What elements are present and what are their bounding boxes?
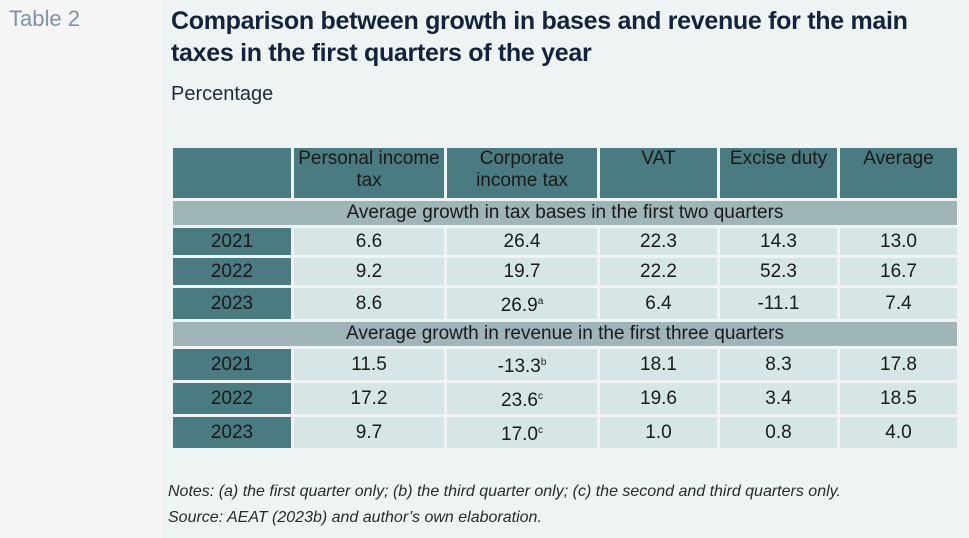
value-text: 0.8: [765, 422, 792, 443]
value-text: -11.1: [757, 293, 800, 314]
table-notes: Notes: (a) the first quarter only; (b) t…: [168, 479, 841, 531]
value-text: 14.3: [760, 231, 797, 252]
value-cell: 6.6: [294, 228, 444, 255]
value-cell: 16.7: [840, 258, 957, 285]
value-cell: 1.0: [600, 417, 717, 448]
value-text: 8.6: [355, 293, 383, 314]
value-text: 4.0: [885, 422, 912, 443]
year-cell: 2022: [173, 383, 291, 414]
table-row: 2022 9.2 19.7 22.2 52.3 16.7: [173, 258, 957, 285]
header-cell-excise-duty: Excise duty: [720, 148, 837, 198]
value-text: 17.8: [880, 354, 917, 375]
header-row: Personal income tax Corporate income tax…: [173, 148, 957, 198]
year-cell: 2021: [173, 228, 291, 255]
header-cell-corporate-income-tax: Corporate income tax: [447, 148, 597, 198]
value-text: 26.9: [500, 295, 538, 316]
value-cell: 26.4: [447, 228, 597, 255]
value-cell: 22.2: [600, 258, 717, 285]
value-text: 1.0: [645, 422, 672, 443]
value-text: 9.2: [355, 261, 383, 282]
value-text: 17.0: [501, 424, 538, 445]
value-text: 6.6: [355, 231, 383, 252]
value-cell: 9.2: [294, 258, 444, 285]
table-row: 2022 17.2 23.6c 19.6 3.4 18.5: [173, 383, 957, 414]
value-cell: 17.2: [294, 383, 444, 414]
year-cell: 2021: [173, 349, 291, 380]
value-cell: 9.7: [294, 417, 444, 448]
footnote-marker: b: [540, 357, 547, 368]
header-cell-vat: VAT: [600, 148, 717, 198]
value-text: 22.2: [640, 261, 677, 282]
value-text: 18.5: [880, 388, 917, 409]
left-margin-strip: [0, 0, 163, 538]
comparison-table: Personal income tax Corporate income tax…: [170, 145, 960, 451]
value-text: 19.7: [503, 261, 541, 282]
value-cell: 7.4: [840, 288, 957, 319]
value-cell: 18.5: [840, 383, 957, 414]
header-cell-average: Average: [840, 148, 957, 198]
value-cell: 26.9a: [447, 288, 597, 319]
footnote-marker: c: [537, 425, 543, 436]
value-cell: -13.3b: [447, 349, 597, 380]
value-text: 13.0: [880, 231, 917, 252]
value-text: 3.4: [765, 388, 792, 409]
value-text: 52.3: [760, 261, 797, 282]
value-text: 22.3: [640, 231, 677, 252]
header-cell-personal-income-tax: Personal income tax: [294, 148, 444, 198]
value-cell: 4.0: [840, 417, 957, 448]
value-text: 18.1: [640, 354, 677, 375]
value-text: 7.4: [885, 293, 912, 314]
value-cell: -11.1: [720, 288, 837, 319]
footnote-marker: a: [537, 296, 544, 307]
value-cell: 13.0: [840, 228, 957, 255]
table-row: 2021 11.5 -13.3b 18.1 8.3 17.8: [173, 349, 957, 380]
section-row: Average growth in tax bases in the first…: [173, 201, 957, 225]
table-subtitle: Percentage: [171, 83, 274, 105]
value-cell: 23.6c: [447, 383, 597, 414]
table-row: 2023 8.6 26.9a 6.4 -11.1 7.4: [173, 288, 957, 319]
year-cell: 2023: [173, 288, 291, 319]
table-title: Comparison between growth in bases and r…: [171, 7, 908, 67]
value-text: 11.5: [351, 354, 387, 375]
value-cell: 11.5: [294, 349, 444, 380]
value-text: 19.6: [640, 388, 677, 409]
source-line: Source: AEAT (2023b) and author’s own el…: [168, 509, 542, 526]
value-cell: 19.7: [447, 258, 597, 285]
section-row: Average growth in revenue in the first t…: [173, 322, 957, 346]
year-cell: 2022: [173, 258, 291, 285]
section-label: Average growth in revenue in the first t…: [173, 322, 957, 346]
value-cell: 19.6: [600, 383, 717, 414]
value-cell: 17.0c: [447, 417, 597, 448]
value-text: 16.7: [880, 261, 917, 282]
value-cell: 18.1: [600, 349, 717, 380]
value-cell: 22.3: [600, 228, 717, 255]
footnote-marker: c: [537, 391, 543, 402]
value-text: 17.2: [350, 388, 388, 409]
value-text: 26.4: [503, 231, 541, 252]
value-cell: 8.6: [294, 288, 444, 319]
year-cell: 2023: [173, 417, 291, 448]
header-cell-blank: [173, 148, 291, 198]
notes-line: Notes: (a) the first quarter only; (b) t…: [168, 483, 841, 500]
value-cell: 0.8: [720, 417, 837, 448]
table-row: 2021 6.6 26.4 22.3 14.3 13.0: [173, 228, 957, 255]
value-cell: 52.3: [720, 258, 837, 285]
table-row: 2023 9.7 17.0c 1.0 0.8 4.0: [173, 417, 957, 448]
value-cell: 17.8: [840, 349, 957, 380]
value-text: 9.7: [355, 422, 383, 443]
section-label: Average growth in tax bases in the first…: [173, 201, 957, 225]
value-cell: 8.3: [720, 349, 837, 380]
value-cell: 14.3: [720, 228, 837, 255]
value-cell: 3.4: [720, 383, 837, 414]
value-text: 6.4: [645, 293, 672, 314]
table-label: Table 2: [9, 6, 80, 31]
value-text: 8.3: [765, 354, 792, 375]
value-text: 23.6: [501, 390, 538, 411]
value-cell: 6.4: [600, 288, 717, 319]
value-text: -13.3: [497, 356, 541, 377]
